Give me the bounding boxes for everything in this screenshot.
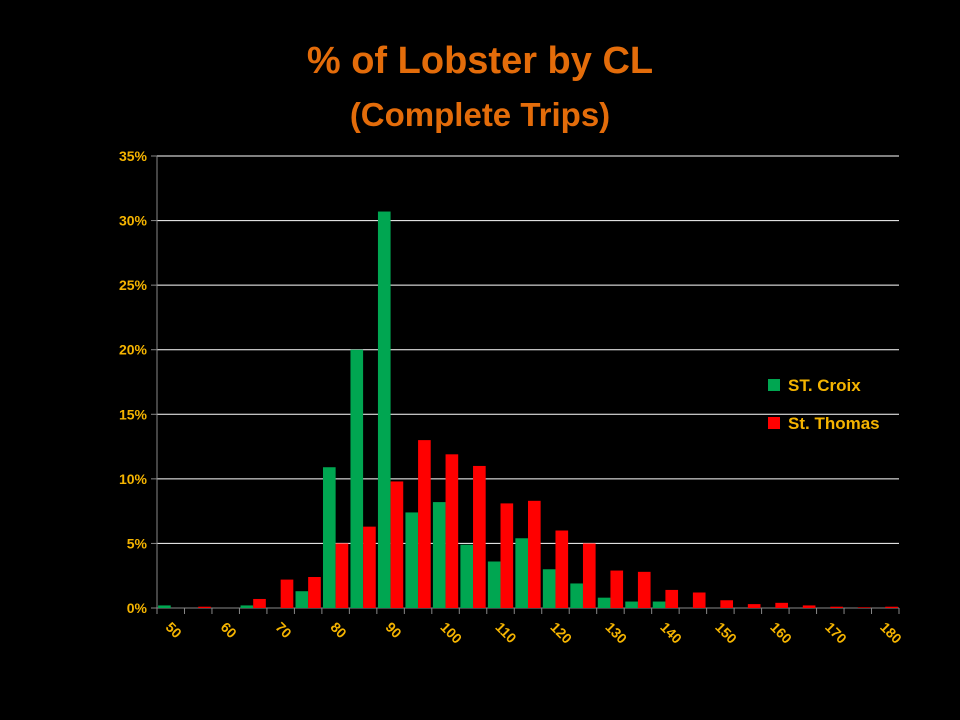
chart-title: % of Lobster by CL xyxy=(306,40,654,82)
bar-st-thomas xyxy=(720,600,734,608)
bar-st-croix xyxy=(240,605,254,608)
x-tick-label: 70 xyxy=(273,619,295,641)
bar-st-thomas xyxy=(665,589,679,608)
bar-st-thomas xyxy=(830,606,843,608)
bar-st-thomas xyxy=(308,577,321,608)
bar-st-thomas xyxy=(445,454,459,608)
bar-st-croix xyxy=(487,561,501,608)
bar-st-thomas xyxy=(473,465,486,608)
bar-st-thomas xyxy=(335,543,349,608)
x-tick-label: 150 xyxy=(712,619,740,647)
bar-st-thomas xyxy=(198,606,211,608)
y-tick-label: 0% xyxy=(127,600,148,616)
x-tick-label: 140 xyxy=(657,619,685,647)
y-tick-label: 25% xyxy=(119,277,148,293)
y-tick-label: 30% xyxy=(119,213,148,229)
x-tick-label: 60 xyxy=(218,619,240,641)
bar-st-thomas xyxy=(253,598,266,608)
bar-st-thomas xyxy=(582,543,596,608)
bar-st-thomas xyxy=(610,570,624,608)
bar-st-thomas xyxy=(637,571,651,608)
bar-st-thomas xyxy=(885,606,898,608)
bar-st-thomas xyxy=(775,602,788,608)
x-tick-label: 180 xyxy=(877,619,905,647)
x-tick-label: 50 xyxy=(163,619,185,641)
bar-st-thomas xyxy=(555,530,569,608)
chart-subtitle: (Complete Trips) xyxy=(349,96,611,133)
bar-st-thomas xyxy=(418,440,431,608)
y-tick-label: 35% xyxy=(119,148,148,164)
bar-st-croix xyxy=(570,583,583,608)
bar-st-thomas xyxy=(802,605,816,608)
bar-st-croix xyxy=(515,538,528,608)
x-tick-label: 120 xyxy=(547,619,575,647)
bar-st-croix xyxy=(652,601,666,608)
legend-swatch xyxy=(768,417,780,429)
bar-st-croix xyxy=(158,605,171,608)
bar-st-croix xyxy=(460,544,474,608)
bar-st-thomas xyxy=(390,481,404,608)
x-tick-label: 130 xyxy=(602,619,630,647)
x-tick-label: 90 xyxy=(382,619,404,641)
legend-swatch xyxy=(768,379,780,391)
bar-st-croix xyxy=(432,502,446,608)
bar-st-croix xyxy=(597,597,611,608)
bar-st-thomas xyxy=(747,604,761,608)
y-tick-label: 5% xyxy=(127,535,148,551)
bar-st-croix xyxy=(405,512,419,608)
x-tick-label: 80 xyxy=(328,619,350,641)
bar-st-thomas xyxy=(363,526,376,608)
x-tick-label: 110 xyxy=(492,619,519,646)
y-tick-label: 20% xyxy=(119,342,148,358)
bar-st-thomas xyxy=(500,503,514,608)
bar-st-croix xyxy=(322,467,336,608)
bar-st-thomas xyxy=(692,592,706,608)
y-tick-label: 15% xyxy=(119,406,148,422)
x-tick-label: 160 xyxy=(767,619,795,647)
y-tick-label: 10% xyxy=(119,471,148,487)
bar-st-thomas xyxy=(528,500,541,608)
legend-label: St. Thomas xyxy=(788,414,880,433)
bar-st-croix xyxy=(350,349,364,608)
x-tick-label: 100 xyxy=(437,619,465,647)
bar-st-thomas xyxy=(857,607,871,608)
bar-st-croix xyxy=(377,211,391,608)
bar-st-croix xyxy=(295,591,309,608)
bar-st-thomas xyxy=(280,579,294,608)
bar-st-croix xyxy=(625,601,638,608)
x-tick-label: 170 xyxy=(822,619,850,647)
bar-st-croix xyxy=(542,569,556,608)
legend-label: ST. Croix xyxy=(788,376,861,395)
